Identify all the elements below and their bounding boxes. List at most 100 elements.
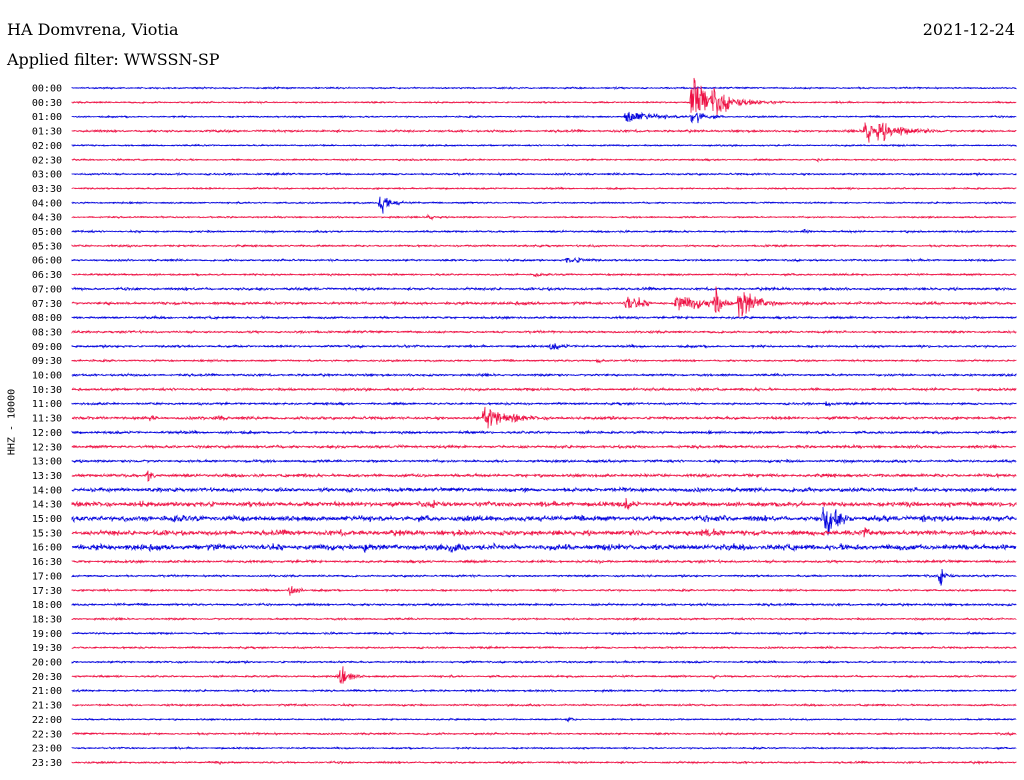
trace-2100 [71,688,1017,694]
trace-0800 [71,314,1017,321]
time-label: 21:30 [32,701,62,712]
time-label: 03:30 [32,184,62,195]
trace-1800 [71,601,1017,608]
time-label: 00:00 [32,84,62,95]
trace-0630 [71,272,1017,278]
trace-1930 [71,645,1017,651]
time-label: 02:00 [32,141,62,152]
time-label: 15:00 [32,514,62,525]
trace-2200 [71,716,1017,723]
time-label: 10:30 [32,385,62,396]
time-label: 01:30 [32,127,62,138]
time-label: 20:00 [32,658,62,669]
trace-2300 [71,745,1017,751]
plot-date: 2021-12-24 [922,20,1015,39]
trace-0830 [71,329,1017,335]
trace-0900 [71,343,1017,351]
time-label: 02:30 [32,155,62,166]
time-label: 18:30 [32,614,62,625]
trace-2000 [71,659,1017,665]
trace-0700 [71,286,1017,292]
trace-1630 [71,558,1017,565]
time-label: 10:00 [32,371,62,382]
trace-1000 [71,372,1017,378]
time-label: 17:30 [32,586,62,597]
trace-1500 [71,506,1017,536]
trace-0300 [71,171,1017,177]
time-label: 18:00 [32,600,62,611]
time-label: 06:30 [32,270,62,281]
trace-2030 [71,666,1017,684]
time-label: 15:30 [32,528,62,539]
trace-1200 [71,429,1017,436]
trace-0030 [71,77,1017,116]
trace-1300 [71,458,1017,465]
trace-0600 [71,256,1017,263]
trace-0000 [71,85,1017,91]
time-label: 09:00 [32,342,62,353]
trace-1700 [71,569,1017,586]
time-label: 06:00 [32,256,62,267]
trace-0230 [71,157,1017,163]
time-label: 00:30 [32,98,62,109]
time-label: 07:00 [32,284,62,295]
time-label: 20:30 [32,672,62,683]
trace-1330 [71,470,1017,482]
trace-2330 [71,760,1017,766]
time-label: 08:00 [32,313,62,324]
trace-1830 [71,616,1017,622]
trace-1100 [71,401,1017,408]
trace-0500 [71,228,1017,234]
trace-1600 [71,542,1017,553]
trace-1400 [71,486,1017,494]
time-label: 22:30 [32,729,62,740]
trace-1130 [71,406,1017,429]
time-label: 09:30 [32,356,62,367]
trace-0430 [71,213,1017,221]
trace-0730 [71,286,1017,318]
time-label: 11:30 [32,414,62,425]
time-label: 07:30 [32,299,62,310]
filter-label: Applied filter: WWSSN-SP [7,50,220,69]
time-label: 19:30 [32,643,62,654]
time-label: 04:00 [32,198,62,209]
trace-1730 [71,586,1017,596]
trace-0330 [71,186,1017,191]
trace-2130 [71,702,1017,708]
time-label: 19:00 [32,629,62,640]
time-label: 12:30 [32,442,62,453]
time-label: 21:00 [32,686,62,697]
time-label: 14:30 [32,500,62,511]
time-label: 22:00 [32,715,62,726]
trace-1430 [71,497,1017,511]
time-label: 08:30 [32,327,62,338]
time-label: 04:30 [32,213,62,224]
trace-0200 [71,143,1017,148]
time-label: 17:00 [32,571,62,582]
trace-0930 [71,358,1017,364]
time-label: 13:00 [32,457,62,468]
time-label: 01:00 [32,112,62,123]
trace-1900 [71,630,1017,636]
trace-0530 [71,243,1017,249]
time-label: 03:00 [32,170,62,181]
time-label: 16:30 [32,557,62,568]
station-title: HA Domvrena, Viotia [7,20,179,39]
trace-1530 [71,527,1017,538]
trace-0100 [71,111,1017,124]
time-label: 11:00 [32,399,62,410]
time-label: 23:00 [32,744,62,755]
trace-0400 [71,196,1017,214]
time-label: 05:30 [32,241,62,252]
time-label: 12:00 [32,428,62,439]
trace-2230 [71,731,1017,737]
trace-1030 [71,386,1017,393]
time-label: 13:30 [32,471,62,482]
time-label: 05:00 [32,227,62,238]
time-label: 23:30 [32,758,62,769]
time-label: 16:00 [32,543,62,554]
trace-1230 [71,443,1017,450]
trace-0130 [71,122,1017,143]
